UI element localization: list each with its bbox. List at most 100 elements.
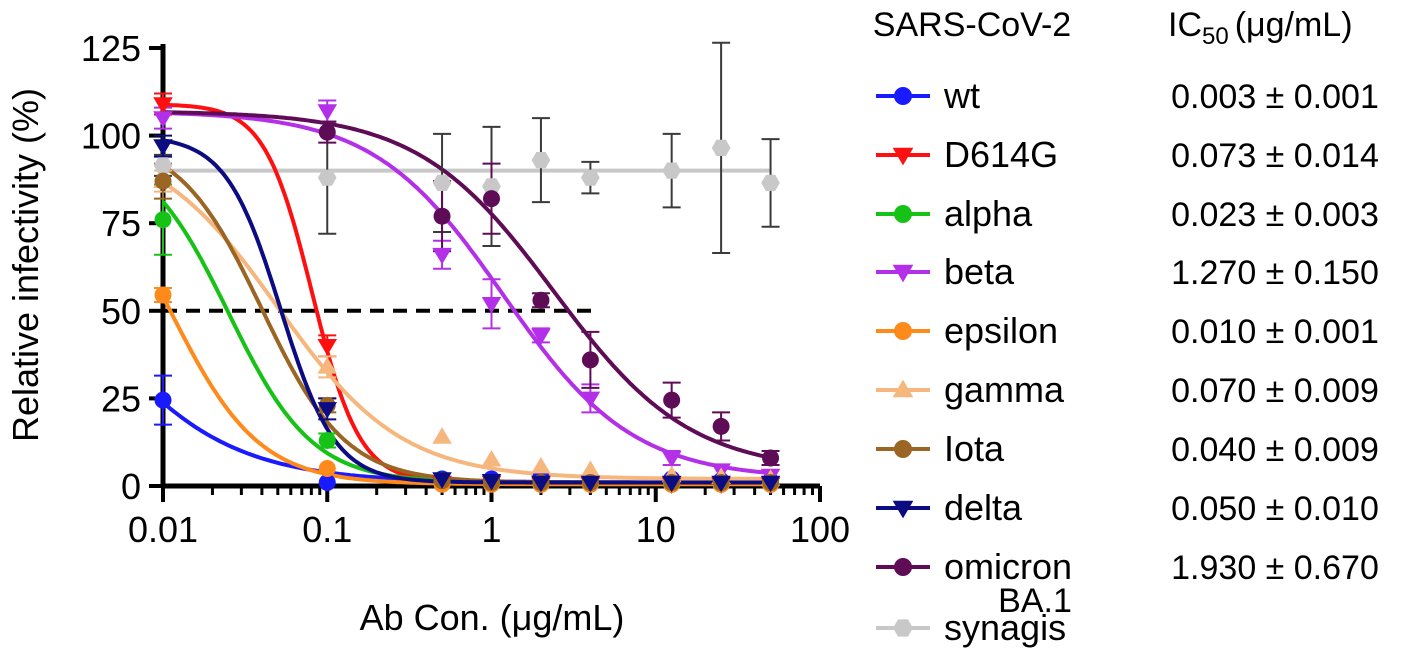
legend-marker-alpha bbox=[894, 205, 912, 223]
fit-curve-wt bbox=[161, 400, 771, 485]
data-point-gamma bbox=[432, 427, 452, 444]
legend-item-gamma: gamma 0.070 ± 0.009 bbox=[876, 369, 1379, 410]
data-point-beta bbox=[481, 296, 502, 314]
legend-title: SARS-CoV-2 bbox=[873, 6, 1071, 44]
legend-label-gamma: gamma bbox=[944, 369, 1065, 410]
x-tick-label: 0.01 bbox=[128, 509, 198, 550]
data-point-omicron bbox=[532, 291, 550, 309]
data-point-synagis bbox=[482, 178, 501, 195]
data-point-delta bbox=[580, 475, 601, 493]
legend-label-omicron: omicron bbox=[944, 546, 1072, 587]
ic50-header-main: IC bbox=[1168, 6, 1202, 44]
legend-label-beta: beta bbox=[944, 251, 1015, 292]
data-point-delta bbox=[711, 475, 731, 493]
legend-label2-omicron: BA.1 bbox=[998, 582, 1072, 620]
y-tick-label: 0 bbox=[121, 466, 141, 507]
legend-marker-d614g bbox=[892, 147, 914, 166]
fit-curve-iota bbox=[161, 163, 771, 485]
ic50-value-d614g: 0.073 ± 0.014 bbox=[1171, 137, 1379, 175]
legend-item-delta: delta 0.050 ± 0.010 bbox=[876, 487, 1379, 528]
ic50-value-epsilon: 0.010 ± 0.001 bbox=[1171, 313, 1379, 351]
data-point-epsilon bbox=[154, 286, 172, 304]
data-point-synagis bbox=[761, 174, 780, 191]
data-point-synagis bbox=[581, 169, 600, 186]
data-point-beta bbox=[580, 391, 601, 409]
data-point-omicron bbox=[762, 449, 780, 467]
data-point-gamma bbox=[317, 357, 338, 374]
x-tick-label: 0.1 bbox=[302, 509, 352, 550]
data-point-synagis bbox=[531, 152, 551, 169]
ic50-value-alpha: 0.023 ± 0.003 bbox=[1171, 196, 1379, 234]
y-tick-label: 125 bbox=[81, 28, 141, 69]
legend-item-alpha: alpha 0.023 ± 0.003 bbox=[876, 193, 1379, 234]
fit-curve-omicron bbox=[162, 110, 772, 460]
legend-marker-wt bbox=[894, 87, 912, 105]
data-point-alpha bbox=[154, 211, 172, 229]
legend-label-synagis: synagis bbox=[944, 607, 1066, 648]
ic50-value-delta: 0.050 ± 0.010 bbox=[1171, 490, 1379, 528]
x-ticks: 0.01 0.1 1 10 100 bbox=[128, 486, 850, 550]
y-tick-label: 75 bbox=[101, 203, 141, 244]
data-point-delta bbox=[661, 475, 682, 493]
y-tick-label: 25 bbox=[101, 378, 141, 419]
data-point-beta bbox=[153, 111, 173, 128]
data-point-omicron bbox=[712, 417, 730, 435]
ic50-header: IC50 (μg/mL) bbox=[1168, 6, 1353, 50]
ic50-header-sub: 50 bbox=[1202, 23, 1229, 50]
data-point-gamma bbox=[481, 449, 502, 467]
legend-marker-gamma bbox=[892, 379, 914, 398]
data-point-omicron bbox=[663, 391, 681, 409]
legend-marker-omicron bbox=[894, 558, 912, 576]
y-tick-label: 100 bbox=[81, 116, 141, 157]
legend-label-delta: delta bbox=[944, 487, 1023, 528]
data-point-omicron bbox=[318, 123, 336, 141]
legend-label-epsilon: epsilon bbox=[944, 310, 1058, 351]
data-point-wt bbox=[154, 391, 172, 409]
data-point-beta bbox=[432, 247, 452, 265]
data-point-synagis bbox=[317, 169, 337, 186]
data-point-synagis bbox=[153, 157, 173, 174]
x-tick-label: 1 bbox=[481, 509, 501, 550]
data-point-synagis bbox=[711, 139, 731, 156]
legend-item-iota: Iota 0.040 ± 0.009 bbox=[876, 428, 1379, 469]
legend: wt 0.003 ± 0.001 D614G 0.073 ± 0.014 alpha 0.… bbox=[876, 75, 1379, 648]
data-point-omicron bbox=[483, 190, 500, 208]
data-point-synagis bbox=[662, 162, 681, 179]
legend-marker-delta bbox=[892, 500, 914, 519]
data-point-iota bbox=[154, 172, 172, 190]
ic50-header-unit: (μg/mL) bbox=[1235, 6, 1353, 44]
legend-item-beta: beta 1.270 ± 0.150 bbox=[876, 251, 1379, 292]
ic50-value-beta: 1.270 ± 0.150 bbox=[1171, 254, 1379, 292]
data-point-beta bbox=[531, 328, 551, 346]
data-point-delta bbox=[153, 139, 173, 156]
data-point-d614g bbox=[153, 97, 173, 114]
legend-label-alpha: alpha bbox=[944, 193, 1033, 234]
legend-marker-iota bbox=[894, 440, 912, 458]
data-point-alpha bbox=[318, 431, 336, 449]
x-axis-label: Ab Con. (μg/mL) bbox=[360, 597, 625, 638]
ic50-value-wt: 0.003 ± 0.001 bbox=[1171, 78, 1379, 116]
legend-label-wt: wt bbox=[943, 75, 980, 116]
data-point-beta bbox=[661, 451, 682, 468]
data-point-delta bbox=[481, 473, 502, 491]
legend-item-synagis: synagis bbox=[876, 607, 1066, 648]
data-point-gamma bbox=[531, 456, 551, 474]
legend-item-epsilon: epsilon 0.010 ± 0.001 bbox=[876, 310, 1379, 351]
legend-item-wt: wt 0.003 ± 0.001 bbox=[876, 75, 1379, 116]
data-point-beta bbox=[317, 104, 338, 121]
ic50-value-gamma: 0.070 ± 0.009 bbox=[1171, 372, 1379, 410]
y-axis-label: Relative infectivity (%) bbox=[5, 88, 46, 442]
ic50-value-iota: 0.040 ± 0.009 bbox=[1171, 431, 1379, 469]
data-point-delta bbox=[531, 475, 551, 493]
legend-label-d614g: D614G bbox=[944, 134, 1058, 175]
fit-curves bbox=[161, 102, 772, 487]
ic50-value-omicron: 1.930 ± 0.670 bbox=[1171, 549, 1379, 587]
data-point-delta bbox=[432, 472, 452, 489]
legend-marker-epsilon bbox=[894, 322, 912, 340]
legend-marker-beta bbox=[892, 264, 914, 283]
data-point-d614g bbox=[317, 339, 338, 356]
legend-marker-synagis bbox=[893, 619, 913, 637]
data-markers bbox=[153, 97, 781, 495]
